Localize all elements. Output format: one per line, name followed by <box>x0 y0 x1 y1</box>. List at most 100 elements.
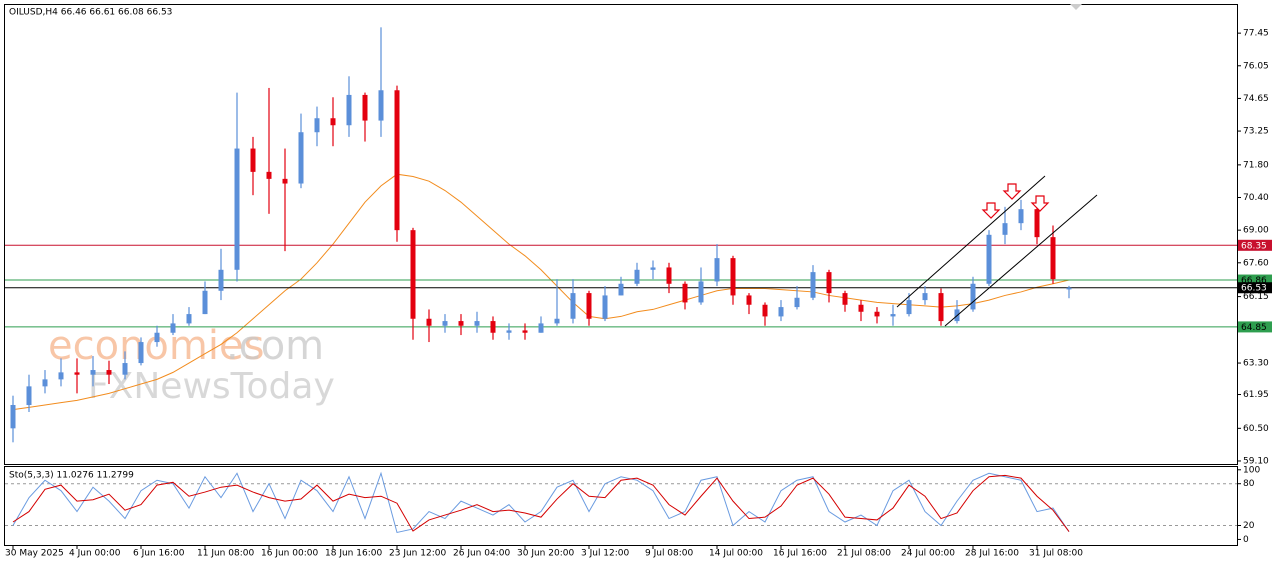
stochastic-line <box>12 471 1070 534</box>
candle-body <box>794 297 800 308</box>
candle-body <box>906 300 912 315</box>
moving-average <box>12 173 1070 411</box>
main-frame <box>4 4 1238 465</box>
candle-body <box>250 148 256 172</box>
annotations <box>896 175 1098 327</box>
x-tick-label: 24 Jul 00:00 <box>901 549 955 559</box>
level-label: 66.53 <box>1241 284 1267 294</box>
level-label: 68.35 <box>1241 241 1267 251</box>
candle-body <box>298 132 304 184</box>
candle-body <box>714 258 720 282</box>
plot-area <box>5 27 1237 443</box>
candle-body <box>202 290 208 315</box>
candle-body <box>282 178 288 184</box>
candle-body <box>538 323 544 333</box>
x-tick-label: 3 Jul 12:00 <box>581 549 630 559</box>
candle-body <box>10 405 16 429</box>
level-label-box <box>1238 239 1272 251</box>
candle-body <box>138 342 144 364</box>
indicator-y-tick-label: 0 <box>1243 535 1249 545</box>
x-tick-label: 16 Jul 16:00 <box>773 549 827 559</box>
x-tick-label: 26 Jun 04:00 <box>453 549 510 559</box>
candle-body <box>570 293 576 319</box>
y-tick-label: 73.25 <box>1243 127 1269 137</box>
candle-body <box>58 372 64 380</box>
candle-body <box>586 293 592 319</box>
arrow <box>1002 183 1022 200</box>
candle-body <box>490 321 496 333</box>
y-tick-label: 60.50 <box>1243 424 1269 434</box>
arrow <box>1030 195 1050 212</box>
candle-body <box>378 90 384 121</box>
candle-body <box>922 293 928 301</box>
candle-body <box>874 311 880 317</box>
x-tick-label: 21 Jul 08:00 <box>837 549 891 559</box>
candle-body <box>522 330 528 333</box>
candle-body <box>426 318 432 326</box>
candle-body <box>90 370 96 375</box>
x-tick-label: 28 Jul 16:00 <box>965 549 1019 559</box>
indicator-y-tick-label: 20 <box>1243 521 1255 531</box>
candle-body <box>634 269 640 284</box>
candle-body <box>1018 209 1024 224</box>
y-tick-label: 67.60 <box>1243 258 1269 268</box>
x-tick-label: 9 Jul 08:00 <box>645 549 694 559</box>
y-tick-label: 59.10 <box>1243 456 1269 466</box>
y-tick-label: 69.00 <box>1243 226 1269 236</box>
candle-body <box>346 94 352 126</box>
candle-body <box>682 283 688 303</box>
channel-line <box>944 194 1098 327</box>
x-tick-label: 30 May 2025 <box>5 549 64 559</box>
x-tick-label: 30 Jun 20:00 <box>517 549 574 559</box>
candle-body <box>1050 237 1056 280</box>
candle-body <box>762 304 768 317</box>
candle-body <box>938 293 944 322</box>
x-tick-label: 18 Jun 16:00 <box>325 549 382 559</box>
arrows <box>981 183 1050 219</box>
candle-body <box>314 118 320 133</box>
y-tick-label: 71.80 <box>1243 160 1269 170</box>
candle-body <box>810 272 816 298</box>
y-tick-label: 74.65 <box>1243 94 1269 104</box>
indicator-label: Sto(5,3,3) 11.0276 11.2799 <box>9 471 134 481</box>
candle-body <box>218 269 224 291</box>
y-tick-label: 61.95 <box>1243 390 1269 400</box>
level-label-box <box>1238 282 1272 294</box>
level-label-box <box>1238 274 1272 286</box>
candle-body <box>330 118 336 126</box>
candle-body <box>730 258 736 296</box>
candle-body <box>826 272 832 294</box>
candle-body <box>170 323 176 333</box>
level-label-box <box>1238 321 1272 333</box>
arrow <box>981 202 1001 219</box>
x-tick-label: 6 Jun 16:00 <box>133 549 185 559</box>
candle-body <box>122 363 128 375</box>
candle-body <box>394 90 400 231</box>
candle-body <box>106 370 112 375</box>
candle-body <box>1034 209 1040 238</box>
candle-body <box>26 386 32 406</box>
stochastic-line <box>12 474 1070 532</box>
x-tick-label: 16 Jun 00:00 <box>261 549 318 559</box>
candle-body <box>698 281 704 303</box>
indicator-y-tick-label: 100 <box>1243 465 1260 475</box>
watermark: .com <box>226 323 324 369</box>
candle-body <box>42 379 48 387</box>
candle-body <box>778 307 784 317</box>
candle-body <box>442 321 448 326</box>
shift-marker <box>1070 4 1082 10</box>
candle-body <box>970 283 976 310</box>
x-tick-label: 4 Jun 00:00 <box>69 549 121 559</box>
candle-body <box>266 171 272 179</box>
candle-body <box>746 295 752 305</box>
candle-body <box>618 283 624 296</box>
y-tick-label: 66.15 <box>1243 292 1269 302</box>
candle-body <box>986 234 992 284</box>
level-label: 66.86 <box>1241 276 1267 286</box>
candle-body <box>858 304 864 312</box>
candle-body <box>74 372 80 375</box>
y-tick-label: 63.30 <box>1243 359 1269 369</box>
watermark: economies <box>48 323 264 369</box>
